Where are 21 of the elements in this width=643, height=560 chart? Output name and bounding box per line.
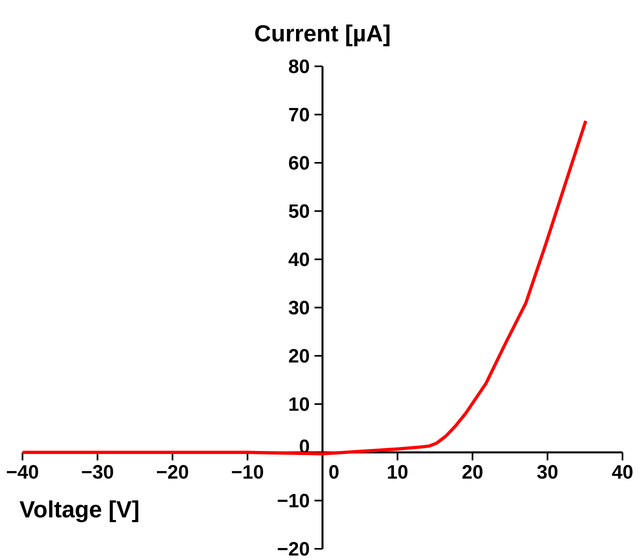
y-tick-label: 50 [288,204,310,218]
y-tick-label: 30 [288,300,310,314]
x-tick-label: 0 [329,464,339,479]
y-tick-label: 80 [288,59,310,74]
y-tick-label: 10 [290,397,310,411]
x-tick-label: −10 [232,464,264,479]
y-tick-label: 40 [288,252,310,266]
y-tick-label: 20 [288,348,310,363]
y-tick-label: −10 [278,494,310,508]
y-tick-label: −20 [278,542,310,556]
x-axis-title: Voltage [V] [20,500,138,522]
x-tick-label: 20 [462,464,482,479]
x-tick-label: 40 [612,464,632,479]
x-tick-label: −30 [82,464,114,479]
x-tick-label: 30 [537,464,558,479]
x-tick-label: −40 [6,464,38,479]
x-tick-label: 10 [388,464,408,479]
x-tick-label: −20 [156,464,188,479]
y-tick-label: 60 [289,156,310,170]
y-tick-label: 70 [289,108,310,122]
y-axis-title: Current [µA] [255,24,390,46]
